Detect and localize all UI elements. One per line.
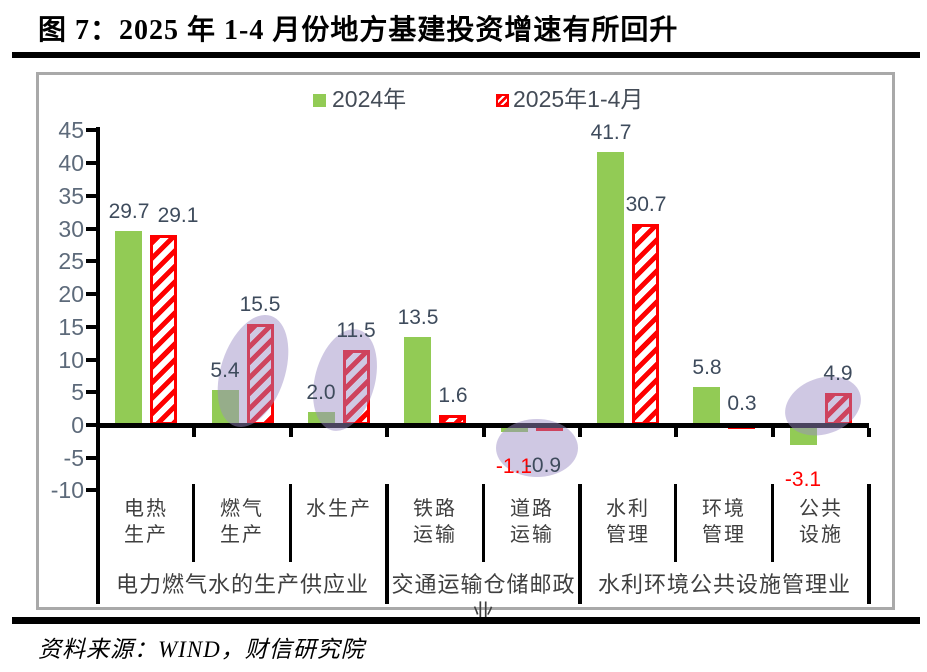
title-divider [12, 52, 920, 58]
source-note: 资料来源：WIND，财信研究院 [38, 637, 365, 662]
legend-swatch-2024-icon [313, 94, 326, 107]
chart-frame [36, 72, 895, 610]
legend-swatch-2025-icon [496, 94, 509, 107]
legend-label-2025: 2025年1-4月 [513, 86, 644, 112]
figure-title: 图 7：2025 年 1-4 月份地方基建投资增速有所回升 [38, 15, 679, 46]
legend-label-2024: 2024年 [332, 86, 407, 112]
chart-divider [12, 617, 920, 624]
